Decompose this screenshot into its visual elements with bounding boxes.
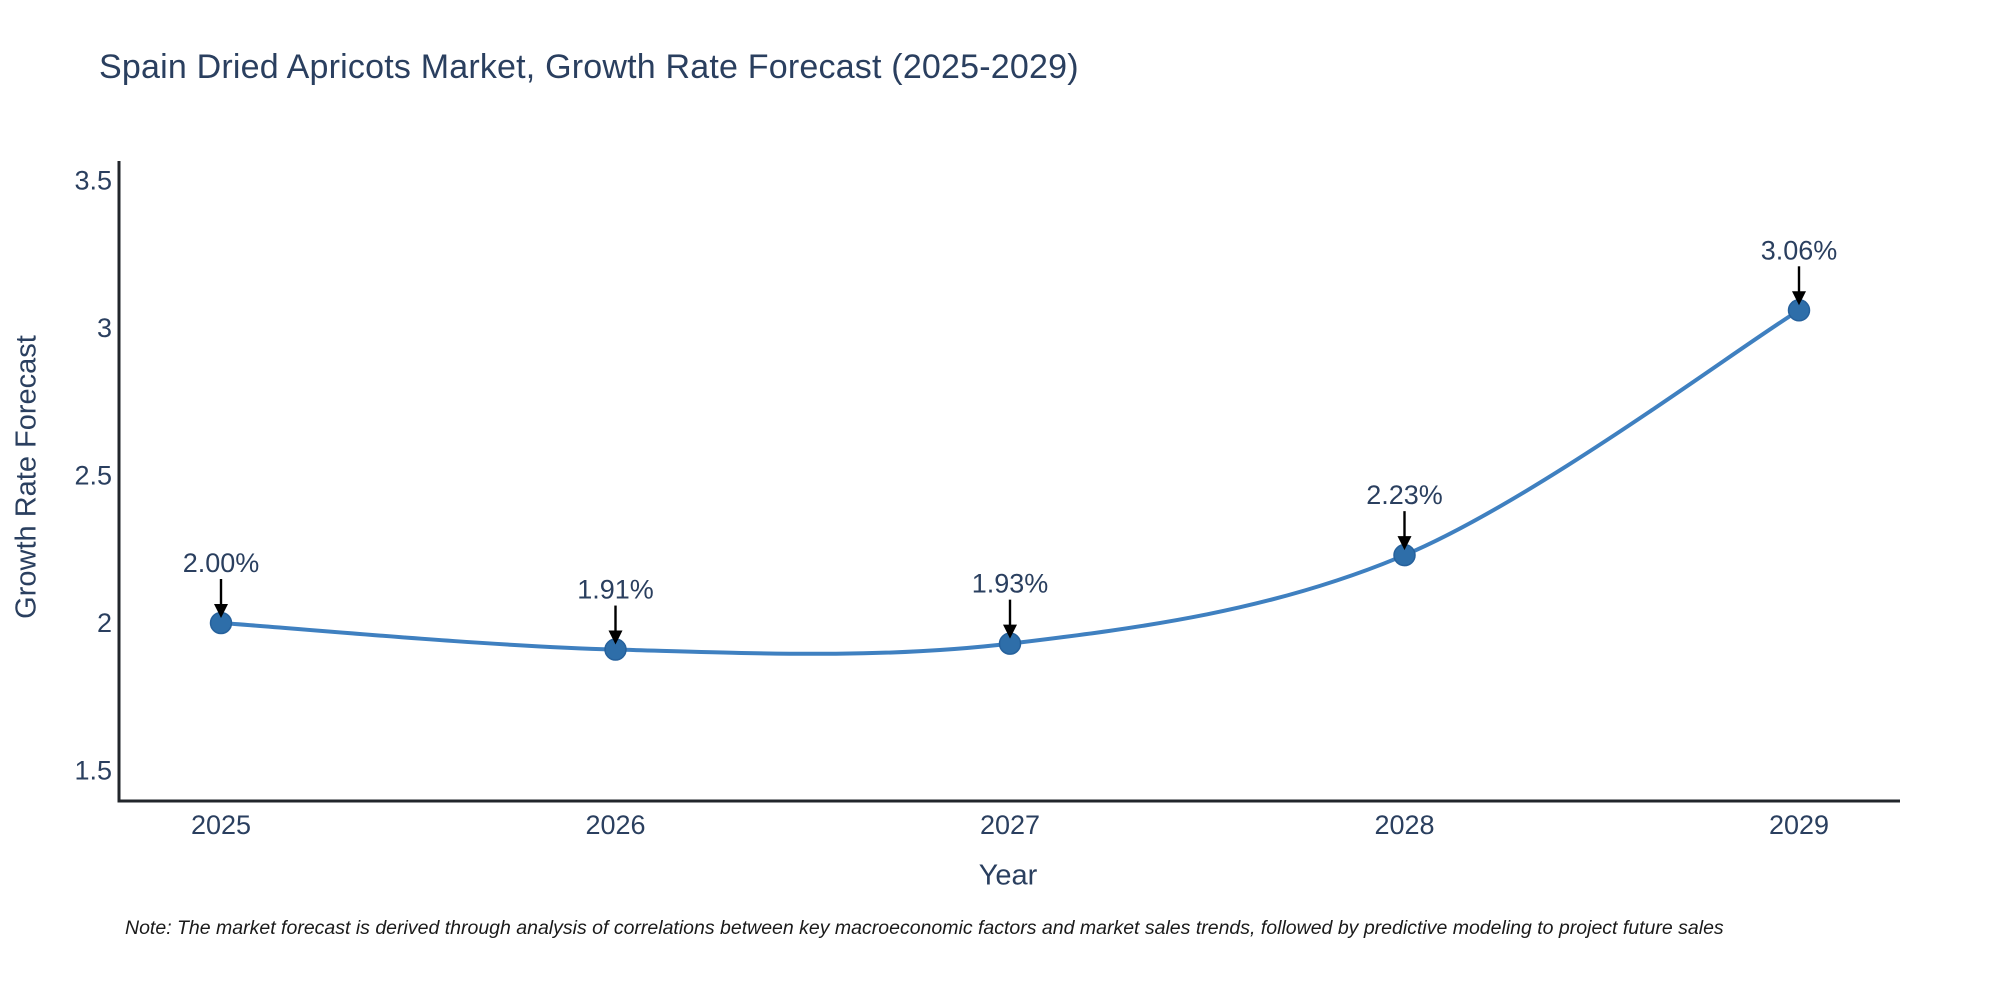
x-tick-label-2026: 2026	[585, 810, 645, 840]
annotation-arrowhead-2026	[608, 630, 623, 645]
annotation-label-2025: 2.00%	[183, 548, 260, 578]
annotation-label-2028: 2.23%	[1366, 480, 1443, 510]
annotation-arrowhead-2027	[1003, 624, 1017, 639]
annotation-arrowhead-2029	[1792, 291, 1806, 306]
annotation-label-2027: 1.93%	[972, 569, 1049, 599]
x-axis-title: Year	[978, 859, 1038, 892]
y-tick-label-1.5: 1.5	[74, 756, 112, 786]
y-tick-label-3: 3	[97, 313, 112, 343]
annotation-arrowhead-2028	[1397, 536, 1412, 551]
x-tick-label-2027: 2027	[980, 810, 1040, 840]
x-tick-label-2025: 2025	[191, 810, 251, 840]
annotation-label-2029: 3.06%	[1761, 235, 1838, 265]
chart-title: Spain Dried Apricots Market, Growth Rate…	[99, 48, 1079, 86]
y-tick-label-2: 2	[97, 608, 112, 638]
x-tick-label-2029: 2029	[1769, 810, 1829, 840]
footnote: Note: The market forecast is derived thr…	[125, 917, 1724, 939]
annotation-label-2026: 1.91%	[577, 575, 654, 605]
x-tick-label-2028: 2028	[1374, 810, 1434, 840]
y-tick-label-3.5: 3.5	[74, 166, 112, 196]
annotation-arrowhead-2025	[214, 604, 228, 618]
y-tick-label-2.5: 2.5	[74, 461, 112, 491]
